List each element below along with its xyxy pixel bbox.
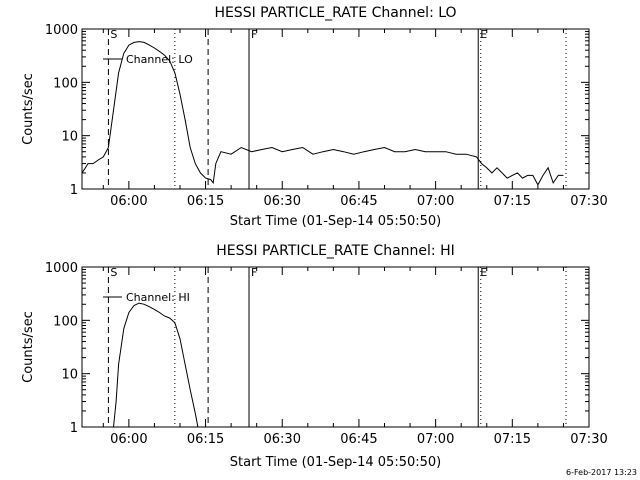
chart-2-y-tick-label: 10 xyxy=(61,368,78,383)
chart-2-x-tick-label: 07:00 xyxy=(417,432,454,447)
chart-2-event-label-s: S xyxy=(110,266,117,279)
chart-2-title: HESSI PARTICLE_RATE Channel: HI xyxy=(216,243,454,259)
chart-2-x-tick-label: 07:15 xyxy=(494,432,531,447)
chart-2-x-tick-label: 06:30 xyxy=(264,432,301,447)
chart-2-event-label-f: F xyxy=(251,266,257,279)
chart-1-event-label-e: E xyxy=(480,28,487,41)
chart-2-y-tick-label: 100 xyxy=(53,314,78,329)
chart-1-title: HESSI PARTICLE_RATE Channel: LO xyxy=(214,5,456,21)
chart-2-event-label-e: E xyxy=(480,266,487,279)
chart-2-y-tick-label: 1 xyxy=(70,421,78,436)
chart-1-y-tick-label: 100 xyxy=(53,76,78,91)
chart-1-y-tick-label: 10 xyxy=(61,130,78,145)
chart-2-x-label: Start Time (01-Sep-14 05:50:50) xyxy=(230,455,441,470)
chart-1-x-tick-label: 06:00 xyxy=(110,194,147,209)
chart-1-x-tick-label: 07:30 xyxy=(570,194,607,209)
footer-date: 6-Feb-2017 13:23 xyxy=(566,468,637,477)
chart-2-x-tick-label: 06:15 xyxy=(187,432,224,447)
chart-1-x-label: Start Time (01-Sep-14 05:50:50) xyxy=(230,214,441,229)
chart-1-y-tick-label: 1 xyxy=(70,183,78,198)
chart-2-x-tick-label: 06:00 xyxy=(110,432,147,447)
chart-1-y-label: Counts/sec xyxy=(21,73,36,145)
chart-2-series-line xyxy=(113,302,199,428)
chart-2-y-label: Counts/sec xyxy=(21,311,36,383)
chart-2-x-tick-label: 06:45 xyxy=(340,432,377,447)
chart-2-legend-label: Channel: HI xyxy=(126,291,190,304)
chart-1-legend-label: Channel: LO xyxy=(126,53,193,66)
chart-1-x-tick-label: 06:30 xyxy=(264,194,301,209)
chart-1-x-tick-label: 07:00 xyxy=(417,194,454,209)
chart-1-series-line xyxy=(81,41,564,186)
chart-1-y-tick-label: 1000 xyxy=(45,23,78,38)
chart-1-event-label-s: S xyxy=(110,28,117,41)
chart-1-x-tick-label: 06:15 xyxy=(187,194,224,209)
chart-1-x-tick-label: 06:45 xyxy=(340,194,377,209)
chart-1-event-label-f: F xyxy=(251,28,257,41)
chart-2-x-tick-label: 07:30 xyxy=(570,432,607,447)
chart-1-x-tick-label: 07:15 xyxy=(494,194,531,209)
chart-1-frame xyxy=(81,28,590,190)
chart-2-y-tick-label: 1000 xyxy=(45,261,78,276)
chart-2-frame xyxy=(81,266,590,428)
